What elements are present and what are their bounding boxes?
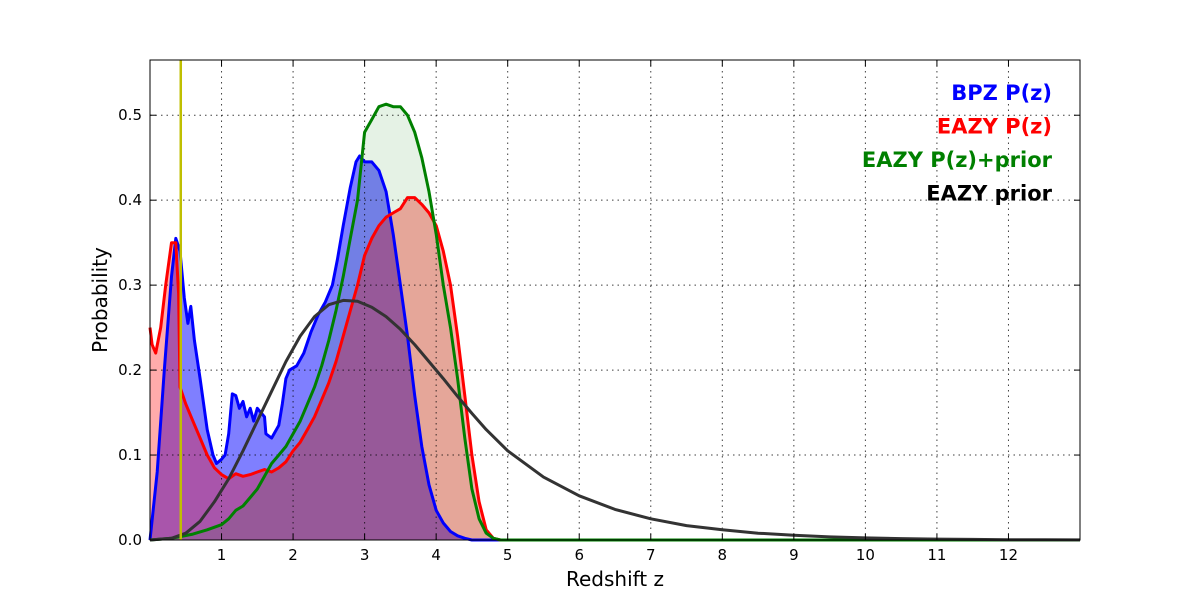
y-tick-label: 0.4 [118, 191, 142, 209]
x-tick-label: 12 [999, 546, 1018, 564]
x-tick-label: 10 [856, 546, 875, 564]
x-tick-label: 1 [217, 546, 227, 564]
line-bpz-p-z [148, 154, 1080, 542]
series-fills [150, 104, 1080, 540]
x-tick-label: 11 [927, 546, 946, 564]
line-eazy-p-z [148, 196, 1080, 542]
grid [150, 60, 1080, 540]
x-tick-label: 7 [646, 546, 656, 564]
y-tick-label: 0.1 [118, 446, 142, 464]
fill-eazy-p-z [150, 197, 1080, 540]
x-tick-label: 5 [503, 546, 513, 564]
series-lines [148, 102, 1081, 542]
x-tick-label: 3 [360, 546, 370, 564]
y-tick-label: 0.5 [118, 106, 142, 124]
x-tick-label: 8 [718, 546, 728, 564]
legend-entry-eazy-p-z: EAZY P(z) [937, 115, 1052, 139]
legend: BPZ P(z) EAZY P(z) EAZY P(z)+prior EAZY pri… [862, 81, 1053, 206]
x-tick-label: 9 [789, 546, 799, 564]
y-axis-title: Probability [88, 247, 112, 353]
y-tick-label: 0.3 [118, 276, 142, 294]
line-eazy-prior [149, 298, 1081, 542]
legend-entry-eazy-prior: EAZY prior [926, 182, 1052, 206]
fill-eazy-p-z-prior [150, 104, 1080, 540]
x-tick-label: 4 [431, 546, 441, 564]
fill-bpz-p-z [150, 156, 1080, 540]
line-eazy-p-z-prior [149, 102, 1080, 542]
x-tick-label: 2 [288, 546, 298, 564]
legend-entry-bpz-p-z: BPZ P(z) [951, 81, 1052, 105]
x-tick-label: 6 [574, 546, 584, 564]
legend-entry-eazy-p-z-prior: EAZY P(z)+prior [862, 148, 1053, 172]
y-tick-label: 0.2 [118, 361, 142, 379]
x-axis-title: Redshift z [566, 567, 664, 591]
plot-frame [149, 59, 1081, 541]
y-tick-label: 0.0 [118, 531, 142, 549]
axis-ticks: 1 2 3 4 5 6 7 8 9 10 11 120.00.10.20.30.40.5 [118, 60, 1080, 564]
